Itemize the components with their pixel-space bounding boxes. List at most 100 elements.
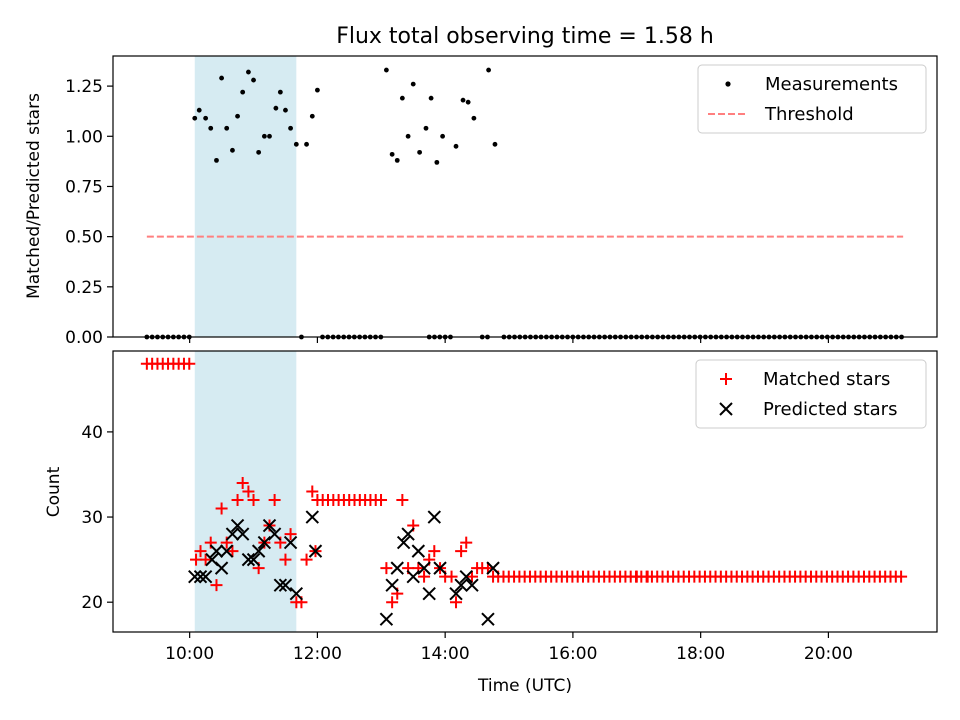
measurement-point [460, 97, 466, 103]
measurement-point [283, 107, 288, 113]
matched-star-marker [268, 494, 281, 507]
predicted-star-marker [379, 612, 394, 626]
matched-star-marker [300, 553, 313, 566]
measurement-point [293, 141, 299, 147]
predicted-star-marker [401, 527, 415, 541]
measurement-point [471, 115, 477, 121]
measurement-point [196, 107, 202, 113]
legend-predicted-label: Predicted stars [763, 399, 897, 420]
legend-measurements-label: Measurements [765, 74, 898, 95]
top-shaded-interval [194, 56, 297, 337]
legend-measurements-marker [725, 81, 731, 87]
predicted-star-marker [449, 586, 463, 601]
measurement-point [273, 105, 279, 111]
predicted-star-marker [417, 561, 431, 575]
predicted-star-marker [209, 544, 224, 558]
top-legend: Measurements Threshold [697, 64, 927, 134]
matched-star-marker [199, 553, 212, 566]
matched-star-marker [428, 545, 441, 558]
measurement-point [428, 95, 434, 101]
predicted-star-marker [385, 578, 399, 592]
matched-star-marker [386, 596, 399, 609]
top-y-tick-label: 0.00 [65, 328, 103, 348]
legend-predicted-marker [719, 402, 733, 416]
legend-matched-marker [720, 373, 732, 385]
predicted-star-marker [262, 518, 277, 533]
measurement-point [208, 125, 214, 131]
matched-star-marker [460, 536, 473, 549]
bottom-y-axis-label: Count [44, 466, 64, 517]
bottom-legend-box [695, 359, 927, 429]
predicted-star-marker [257, 535, 272, 550]
measurement-point [453, 143, 459, 149]
measurement-point [440, 133, 445, 139]
predicted-star-marker [433, 561, 447, 575]
measurement-point [192, 115, 198, 121]
matched-star-marker [231, 494, 244, 507]
measurement-point [256, 149, 262, 155]
predicted-star-marker [246, 552, 261, 567]
matched-star-marker [247, 494, 260, 507]
matched-star-marker [380, 562, 393, 575]
top-y-tick-label: 1.00 [65, 127, 103, 147]
x-axis-label: Time (UTC) [477, 676, 572, 696]
matched-star-marker [895, 570, 908, 583]
x-tick-label: 14:00 [421, 644, 470, 664]
measurement-point [277, 89, 283, 95]
predicted-star-marker [193, 569, 208, 584]
x-tick-label: 10:00 [165, 644, 214, 664]
measurement-point [492, 141, 498, 147]
x-tick-label: 16:00 [548, 644, 597, 664]
predicted-star-marker [198, 569, 213, 584]
chart-title: Flux total observing time = 1.58 h [336, 24, 714, 49]
matched-star-marker [445, 570, 458, 583]
matched-star-marker [418, 570, 431, 583]
measurement-point [224, 125, 230, 131]
matched-star-marker [242, 485, 255, 498]
matched-star-marker [375, 494, 388, 507]
x-tick-label: 12:00 [293, 644, 342, 664]
measurement-point [399, 95, 405, 101]
measurement-point [423, 125, 429, 131]
predicted-star-marker [283, 535, 298, 550]
measurement-point [394, 157, 400, 163]
measurement-point [240, 89, 246, 95]
x-tick-label: 18:00 [676, 644, 725, 664]
predicted-star-marker [305, 510, 320, 524]
measurement-point [288, 125, 293, 131]
measurement-point [219, 75, 224, 81]
predicted-star-marker [267, 527, 282, 541]
matched-star-marker [226, 545, 239, 558]
bottom-y-tick-label: 40 [81, 423, 103, 443]
measurement-point [235, 113, 240, 119]
legend-threshold-label: Threshold [764, 104, 854, 125]
matched-star-marker [215, 502, 228, 515]
measurement-point [410, 81, 416, 87]
predicted-star-marker [481, 612, 495, 626]
predicted-star-marker [422, 586, 436, 601]
measurement-point [230, 147, 235, 153]
matched-star-marker [450, 596, 463, 609]
predicted-star-marker [235, 527, 250, 541]
matched-star-marker [279, 553, 292, 566]
measurement-point [246, 69, 251, 75]
predicted-star-marker [406, 569, 420, 584]
predicted-star-marker [225, 527, 240, 541]
predicted-star-marker [465, 578, 479, 592]
predicted-star-marker [486, 561, 500, 575]
measurement-point [309, 113, 315, 119]
predicted-star-marker [273, 578, 288, 592]
top-y-tick-label: 0.25 [65, 278, 103, 298]
predicted-star-marker [278, 578, 293, 592]
legend-matched-label: Matched stars [763, 369, 890, 390]
measurement-point [434, 159, 440, 165]
bottom-y-tick-label: 20 [81, 593, 103, 613]
predicted-star-marker [411, 544, 426, 558]
measurement-point [405, 133, 411, 139]
matched-star-marker [306, 485, 319, 498]
top-y-tick-label: 0.75 [65, 177, 103, 197]
predicted-star-marker [308, 544, 323, 558]
matched-star-marker [210, 579, 223, 592]
measurement-point [203, 115, 209, 121]
